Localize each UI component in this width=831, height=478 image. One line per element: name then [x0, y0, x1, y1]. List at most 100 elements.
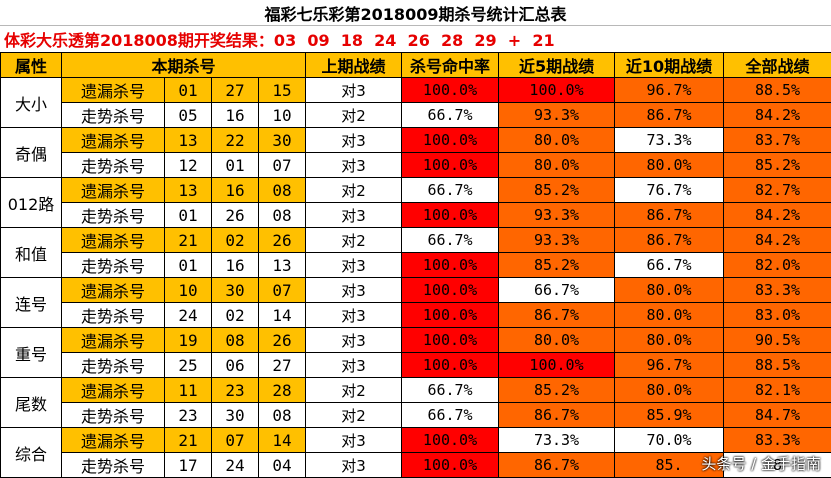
- previous-result-cell: 对2: [306, 178, 402, 203]
- last10-cell: 86.7%: [615, 228, 724, 253]
- method-cell: 走势杀号: [62, 153, 165, 178]
- all-time-cell: 83.7%: [724, 128, 831, 153]
- hit-rate-cell: 100.0%: [402, 353, 499, 378]
- attribute-cell: 重号: [1, 328, 62, 378]
- attribute-cell: 和值: [1, 228, 62, 278]
- method-cell: 走势杀号: [62, 353, 165, 378]
- attribute-cell: 大小: [1, 78, 62, 128]
- watermark-text: 头条号 / 金手指南: [701, 453, 821, 474]
- hit-rate-cell: 100.0%: [402, 253, 499, 278]
- method-cell: 遗漏杀号: [62, 78, 165, 103]
- last10-cell: 80.0%: [615, 278, 724, 303]
- table-title: 福彩七乐彩第2018009期杀号统计汇总表: [0, 0, 831, 26]
- hit-rate-cell: 66.7%: [402, 228, 499, 253]
- all-time-cell: 88.5%: [724, 353, 831, 378]
- hit-rate-cell: 100.0%: [402, 78, 499, 103]
- hit-rate-cell: 100.0%: [402, 128, 499, 153]
- kill-number-cell: 30: [212, 403, 259, 428]
- last10-cell: 80.0%: [615, 328, 724, 353]
- kill-number-cell: 16: [212, 178, 259, 203]
- kill-number-cell: 01: [165, 78, 212, 103]
- previous-result-cell: 对3: [306, 328, 402, 353]
- kill-number-cell: 08: [212, 328, 259, 353]
- kill-number-cell: 02: [212, 303, 259, 328]
- all-time-cell: 82.7%: [724, 178, 831, 203]
- previous-result-cell: 对3: [306, 128, 402, 153]
- all-time-cell: 84.7%: [724, 403, 831, 428]
- last5-cell: 66.7%: [499, 278, 615, 303]
- kill-number-cell: 24: [165, 303, 212, 328]
- header-last-5: 近5期战绩: [499, 53, 615, 78]
- all-time-cell: 84.2%: [724, 203, 831, 228]
- header-current-kill: 本期杀号: [62, 53, 306, 78]
- kill-number-summary-table: 属性 本期杀号 上期战绩 杀号命中率 近5期战绩 近10期战绩 全部战绩 大小遗…: [0, 52, 831, 478]
- kill-number-cell: 01: [212, 153, 259, 178]
- kill-number-cell: 21: [165, 228, 212, 253]
- method-cell: 遗漏杀号: [62, 228, 165, 253]
- last5-cell: 85.2%: [499, 378, 615, 403]
- last10-cell: 85.9%: [615, 403, 724, 428]
- kill-number-cell: 22: [212, 128, 259, 153]
- method-cell: 走势杀号: [62, 403, 165, 428]
- kill-number-cell: 27: [259, 353, 306, 378]
- last5-cell: 93.3%: [499, 103, 615, 128]
- last10-cell: 86.7%: [615, 203, 724, 228]
- method-cell: 走势杀号: [62, 303, 165, 328]
- last5-cell: 80.0%: [499, 128, 615, 153]
- previous-result-cell: 对3: [306, 428, 402, 453]
- previous-result-cell: 对3: [306, 203, 402, 228]
- last5-cell: 93.3%: [499, 228, 615, 253]
- hit-rate-cell: 100.0%: [402, 453, 499, 478]
- previous-result-cell: 对3: [306, 303, 402, 328]
- all-time-cell: 84.2%: [724, 228, 831, 253]
- last5-cell: 100.0%: [499, 78, 615, 103]
- method-cell: 走势杀号: [62, 203, 165, 228]
- previous-result-cell: 对3: [306, 453, 402, 478]
- kill-number-cell: 08: [259, 203, 306, 228]
- last5-cell: 73.3%: [499, 428, 615, 453]
- kill-number-cell: 27: [212, 78, 259, 103]
- last5-cell: 85.2%: [499, 178, 615, 203]
- method-cell: 遗漏杀号: [62, 428, 165, 453]
- kill-number-cell: 25: [165, 353, 212, 378]
- kill-number-cell: 04: [259, 453, 306, 478]
- kill-number-cell: 26: [259, 328, 306, 353]
- previous-result-cell: 对2: [306, 378, 402, 403]
- kill-number-cell: 07: [259, 153, 306, 178]
- last10-cell: 96.7%: [615, 78, 724, 103]
- kill-number-cell: 14: [259, 428, 306, 453]
- draw-result-line: 体彩大乐透第2018008期开奖结果：03 09 18 24 26 28 29 …: [0, 26, 831, 51]
- header-attribute: 属性: [1, 53, 62, 78]
- method-cell: 遗漏杀号: [62, 328, 165, 353]
- hit-rate-cell: 66.7%: [402, 178, 499, 203]
- attribute-cell: 012路: [1, 178, 62, 228]
- hit-rate-cell: 100.0%: [402, 303, 499, 328]
- method-cell: 走势杀号: [62, 253, 165, 278]
- last10-cell: 73.3%: [615, 128, 724, 153]
- kill-number-cell: 01: [165, 203, 212, 228]
- last5-cell: 86.7%: [499, 453, 615, 478]
- last5-cell: 86.7%: [499, 303, 615, 328]
- kill-number-cell: 16: [212, 253, 259, 278]
- last10-cell: 76.7%: [615, 178, 724, 203]
- last10-cell: 96.7%: [615, 353, 724, 378]
- all-time-cell: 82.0%: [724, 253, 831, 278]
- kill-number-cell: 21: [165, 428, 212, 453]
- kill-number-cell: 13: [165, 178, 212, 203]
- hit-rate-cell: 66.7%: [402, 103, 499, 128]
- kill-number-cell: 26: [259, 228, 306, 253]
- kill-number-cell: 23: [165, 403, 212, 428]
- kill-number-cell: 06: [212, 353, 259, 378]
- previous-result-cell: 对2: [306, 103, 402, 128]
- all-time-cell: 85.2%: [724, 153, 831, 178]
- hit-rate-cell: 100.0%: [402, 203, 499, 228]
- kill-number-cell: 07: [259, 278, 306, 303]
